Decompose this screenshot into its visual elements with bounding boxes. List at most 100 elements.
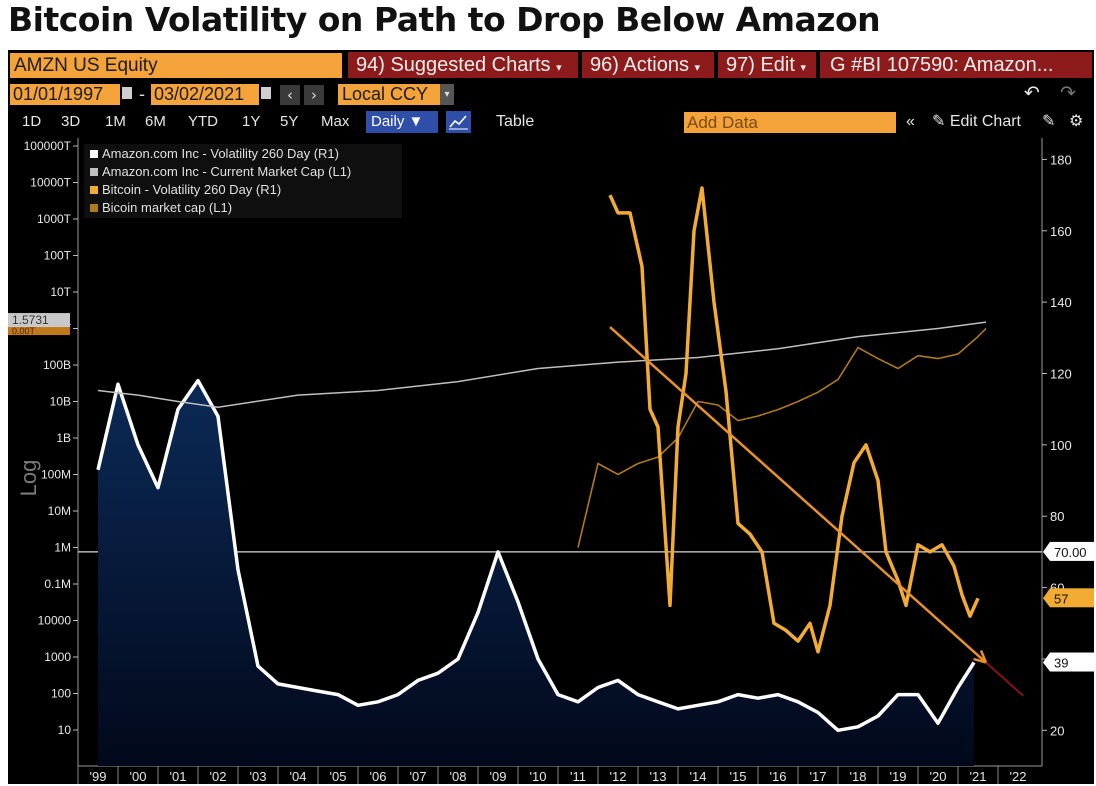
right-tick-label: 80	[1050, 509, 1064, 524]
amazon-vol-last-label-box	[1050, 652, 1094, 672]
right-axis: 20406080100120140160180	[1041, 138, 1072, 766]
amazon-volatility-area	[98, 380, 974, 766]
amazon-cap-last-label: 1.5731	[12, 313, 49, 327]
legend-box	[84, 144, 402, 218]
security-input[interactable]: AMZN US Equity	[10, 53, 342, 78]
daily-select[interactable]: Daily ▼	[366, 111, 438, 133]
right-tick-label: 120	[1050, 367, 1072, 382]
add-data-input[interactable]: Add Data	[684, 112, 896, 133]
dropdown-arrow-icon[interactable]: ▾	[440, 84, 454, 105]
left-tick-label: 10T	[50, 285, 71, 299]
legend-entry: Amazon.com Inc - Volatility 260 Day (R1)	[102, 146, 339, 161]
plot-series	[78, 186, 1042, 766]
dropdown-arrow-icon: ▾	[556, 62, 562, 74]
left-axis-title: Log	[16, 460, 41, 497]
x-tick-label: '10	[530, 769, 547, 784]
legend-swatch	[90, 150, 98, 158]
suggested-charts-button[interactable]: 94) Suggested Charts ▾	[348, 52, 578, 78]
period-toolbar: 1D 3D 1M 6M YTD 1Y 5Y Max Daily ▼ Table …	[8, 108, 1094, 136]
left-tick-label: 100T	[44, 249, 72, 263]
left-tick-label: 100	[51, 687, 71, 701]
calendar-icon[interactable]	[122, 87, 132, 99]
period-1y[interactable]: 1Y	[242, 113, 261, 130]
period-5y[interactable]: 5Y	[280, 113, 299, 130]
left-tick-label: 10000T	[30, 176, 71, 190]
period-1d[interactable]: 1D	[22, 113, 42, 130]
calendar-icon[interactable]	[261, 87, 271, 99]
x-tick-label: '15	[730, 769, 747, 784]
right-tick-label: 100	[1050, 438, 1072, 453]
edit-chart-button[interactable]: ✎ Edit Chart	[932, 113, 1021, 130]
edit-button[interactable]: 97) Edit ▾	[718, 52, 816, 78]
amazon-vol-last-label-pointer	[1043, 652, 1050, 672]
left-tick-label: 1B	[56, 431, 71, 445]
period-3d[interactable]: 3D	[61, 113, 81, 130]
x-tick-label: '07	[410, 769, 427, 784]
trendline	[609, 326, 987, 664]
bitcoin-cap-last-label: 0.00T	[12, 326, 36, 336]
table-button[interactable]: Table	[496, 113, 535, 130]
x-tick-label: '09	[490, 769, 507, 784]
right-tick-label: 180	[1050, 152, 1072, 167]
bitcoin-vol-last-label-pointer	[1043, 588, 1050, 608]
reference-value-label-box	[1050, 541, 1094, 561]
prev-arrow-icon[interactable]: ‹	[280, 85, 300, 105]
x-tick-label: '12	[610, 769, 627, 784]
legend-entry: Amazon.com Inc - Current Market Cap (L1)	[102, 164, 351, 179]
dropdown-arrow-icon: ▾	[800, 62, 807, 74]
period-6m[interactable]: 6M	[145, 113, 166, 130]
legend: Amazon.com Inc - Volatility 260 Day (R1)…	[84, 144, 402, 218]
end-date-input[interactable]: 03/02/2021	[151, 84, 259, 105]
right-tick-label: 140	[1050, 295, 1072, 310]
legend-swatch	[90, 204, 98, 212]
headline: Bitcoin Volatility on Path to Drop Below…	[8, 0, 881, 39]
x-tick-label: '11	[570, 769, 586, 784]
x-tick-label: '19	[890, 769, 907, 784]
chart-id-button[interactable]: G #BI 107590: Amazon...	[820, 52, 1092, 78]
x-tick-label: '22	[1010, 769, 1027, 784]
x-tick-label: '02	[210, 769, 227, 784]
x-tick-label: '16	[770, 769, 787, 784]
x-axis: '99 '00 '01 '02 '03 '04 '05 '06 '07 '08 '09 '10 '11 '…	[77, 765, 1042, 784]
left-tick-label: 10B	[50, 395, 71, 409]
x-tick-label: '00	[130, 769, 147, 784]
period-1m[interactable]: 1M	[105, 113, 126, 130]
line-chart-icon[interactable]	[446, 111, 471, 133]
collapse-icon[interactable]: «	[906, 113, 915, 130]
currency-select[interactable]: Local CCY	[338, 84, 440, 105]
next-arrow-icon[interactable]: ›	[304, 85, 324, 105]
x-tick-label: '01	[170, 769, 187, 784]
reference-value-label: 70.00	[1054, 545, 1087, 560]
amazon-vol-last-label: 39	[1054, 656, 1068, 671]
x-tick-label: '99	[90, 769, 107, 784]
legend-swatch	[90, 186, 98, 194]
x-tick-label: '20	[930, 769, 947, 784]
x-tick-label: '05	[330, 769, 347, 784]
amazon-cap-last-box	[8, 313, 70, 328]
amazon-volatility-line	[96, 378, 976, 733]
period-ytd[interactable]: YTD	[188, 113, 218, 130]
legend-swatch	[90, 168, 98, 176]
settings-edit-icon[interactable]: ✎	[1042, 113, 1056, 130]
date-separator: -	[139, 84, 145, 104]
redo-icon[interactable]: ↷	[1060, 82, 1076, 104]
dropdown-arrow-icon: ▾	[694, 62, 701, 74]
actions-button[interactable]: 96) Actions ▾	[582, 52, 714, 78]
x-tick-label: '18	[850, 769, 867, 784]
left-tick-label: 10M	[48, 504, 71, 518]
left-tick-label: 1M	[54, 541, 71, 555]
reference-value-label-pointer	[1043, 541, 1050, 561]
x-tick-label: '13	[650, 769, 667, 784]
date-toolbar: 01/01/1997 - 03/02/2021 ‹ › Local CCY ▾ …	[8, 81, 1094, 107]
edit-label: 97) Edit	[726, 54, 795, 76]
left-tick-label: 100000T	[24, 139, 72, 153]
legend-entry: Bitcoin - Volatility 260 Day (R1)	[102, 182, 281, 197]
undo-icon[interactable]: ↶	[1024, 82, 1040, 104]
start-date-input[interactable]: 01/01/1997	[10, 84, 120, 105]
amazon-market-cap-line	[97, 321, 987, 408]
gear-icon[interactable]: ⚙	[1069, 113, 1084, 130]
security-toolbar: AMZN US Equity 94) Suggested Charts ▾ 96…	[8, 50, 1094, 80]
left-axis: 100000T10000T1000T100T10T1T100B10B1B100M…	[24, 138, 79, 766]
period-max[interactable]: Max	[321, 113, 350, 130]
